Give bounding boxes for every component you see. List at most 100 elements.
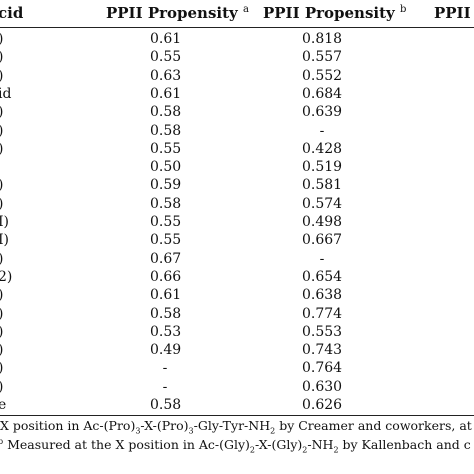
table-row: 2) 0.66 0.654 — [0, 269, 474, 287]
ppii-b-cell: 0.574 — [302, 195, 343, 212]
ppii-a-cell: 0.66 — [150, 268, 182, 285]
ppii-a-cell: 0.58 — [150, 122, 182, 139]
table-row: I) 0.55 0.498 — [0, 214, 474, 232]
footnote-b-mark: b — [0, 437, 4, 446]
ppii-a-cell: 0.55 — [150, 232, 182, 249]
amino-acid-cell: ) — [0, 196, 3, 212]
ppii-a-cell: 0.58 — [150, 305, 182, 322]
footnote-a-text-4: by Creamer and coworkers, at 5 — [275, 418, 474, 433]
ppii-b-cell: 0.498 — [302, 214, 343, 230]
footnote-a-sub-2: 3 — [188, 426, 194, 436]
header-ppii-c: PPII P — [434, 4, 474, 22]
ppii-a-cell: - — [162, 378, 168, 395]
ppii-a-cell: 0.58 — [150, 104, 182, 121]
amino-acid-cell: I) — [0, 232, 9, 249]
amino-acid-cell: ) — [0, 68, 3, 84]
ppii-b-cell: 0.552 — [302, 67, 343, 84]
table-row: I) 0.55 0.667 — [0, 232, 474, 250]
footnote-a-sub-1: 3 — [135, 426, 141, 436]
amino-acid-cell: ) — [0, 123, 3, 139]
ppii-b-cell: 0.667 — [302, 232, 343, 249]
ppii-a-cell: 0.53 — [150, 323, 182, 340]
footnote-a-text-3: -Gly-Tyr-NH — [193, 418, 271, 433]
amino-acid-cell: 2) — [0, 268, 13, 285]
table-row: ) 0.61 0.638 — [0, 287, 474, 305]
table-row: ) 0.53 0.553 — [0, 324, 474, 342]
header-amino-acid: cid — [0, 4, 24, 22]
footnote-b-text-3: -NH — [307, 437, 334, 453]
table-row: ) 0.55 0.428 — [0, 141, 474, 159]
ppii-b-cell: 0.638 — [302, 287, 343, 304]
ppii-a-cell: 0.59 — [150, 177, 182, 194]
footnote-b-text-1: Measured at the X position in Ac-(Gly) — [3, 437, 250, 453]
amino-acid-cell: ) — [0, 306, 3, 322]
amino-acid-cell: id — [0, 85, 12, 102]
ppii-a-cell: 0.61 — [150, 31, 182, 47]
table-row: ) 0.59 0.581 — [0, 177, 474, 195]
amino-acid-cell: ) — [0, 31, 3, 47]
footnote-b-sub-3: 2 — [333, 445, 339, 455]
footnote-b-text-2: -X-(Gly) — [255, 437, 303, 453]
amino-acid-cell: ) — [0, 104, 3, 120]
amino-acid-cell: I) — [0, 214, 9, 230]
header-rule — [0, 27, 474, 28]
ppii-b-cell: 0.428 — [302, 140, 343, 157]
header-ppii-b-mark: b — [399, 4, 407, 15]
ppii-b-cell: 0.654 — [302, 268, 343, 285]
footnote-a-sub-3: 2 — [270, 426, 276, 436]
ppii-b-cell: - — [319, 122, 325, 139]
table-row: ) - 0.630 — [0, 379, 474, 397]
header-ppii-b: PPII Propensity b — [263, 4, 406, 22]
table-row: ) 0.58 - — [0, 123, 474, 141]
ppii-b-cell: 0.581 — [302, 177, 343, 194]
amino-acid-cell: ) — [0, 360, 3, 376]
ppii-a-cell: 0.58 — [150, 397, 182, 413]
header-ppii-a: PPII Propensity a — [106, 4, 249, 22]
ppii-a-cell: 0.67 — [150, 250, 182, 267]
ppii-a-cell: 0.55 — [150, 49, 182, 66]
ppii-a-cell: 0.58 — [150, 195, 182, 212]
amino-acid-cell: ) — [0, 49, 3, 65]
ppii-b-cell: 0.639 — [302, 104, 343, 121]
ppii-b-cell: 0.630 — [302, 378, 343, 395]
table-row: ) 0.58 0.639 — [0, 104, 474, 122]
ppii-a-cell: 0.61 — [150, 287, 182, 304]
ppii-a-cell: 0.63 — [150, 67, 182, 84]
amino-acid-cell: ) — [0, 287, 3, 303]
ppii-b-cell: 0.684 — [302, 85, 343, 102]
footnote-b: b Measured at the X position in Ac-(Gly)… — [0, 437, 471, 455]
table-row: ) 0.58 0.774 — [0, 306, 474, 324]
footnote-a-text-2: -X-(Pro) — [140, 418, 189, 433]
ppii-b-cell: 0.818 — [302, 31, 343, 47]
table-row: id 0.61 0.684 — [0, 86, 474, 104]
ppii-a-cell: 0.61 — [150, 85, 182, 102]
amino-acid-cell: ) — [0, 379, 3, 395]
amino-acid-cell: ) — [0, 141, 3, 157]
ppii-b-cell: 0.743 — [302, 342, 343, 359]
ppii-b-cell: 0.774 — [302, 305, 343, 322]
footnote-b-sub-1: 2 — [249, 445, 256, 455]
table-row: ) 0.67 - — [0, 251, 474, 269]
footnote-b-sub-2: 2 — [302, 445, 308, 455]
table-bottom-rule — [0, 415, 474, 416]
amino-acid-cell: ) — [0, 251, 3, 267]
amino-acid-cell: ) — [0, 324, 3, 340]
header-ppii-a-label: PPII Propensity — [106, 4, 238, 22]
ppii-a-cell: 0.55 — [150, 140, 182, 157]
ppii-b-cell: - — [319, 250, 325, 267]
table-row: 0.50 0.519 — [0, 159, 474, 177]
footnote-b-text-4: by Kallenbach and c — [338, 437, 471, 453]
ppii-b-cell: 0.764 — [302, 360, 343, 377]
ppii-a-cell: 0.50 — [150, 159, 182, 176]
ppii-a-cell: 0.49 — [150, 342, 182, 359]
table-row: ) 0.58 0.574 — [0, 196, 474, 214]
amino-acid-cell: ) — [0, 342, 3, 358]
amino-acid-cell: e — [0, 397, 7, 413]
amino-acid-cell: ) — [0, 177, 3, 193]
ppii-a-cell: - — [162, 360, 168, 377]
footnote-a: X position in Ac-(Pro)3-X-(Pro)3-Gly-Tyr… — [0, 418, 474, 436]
ppii-b-cell: 0.553 — [302, 323, 343, 340]
ppii-a-cell: 0.55 — [150, 214, 182, 230]
ppii-b-cell: 0.557 — [302, 49, 343, 66]
